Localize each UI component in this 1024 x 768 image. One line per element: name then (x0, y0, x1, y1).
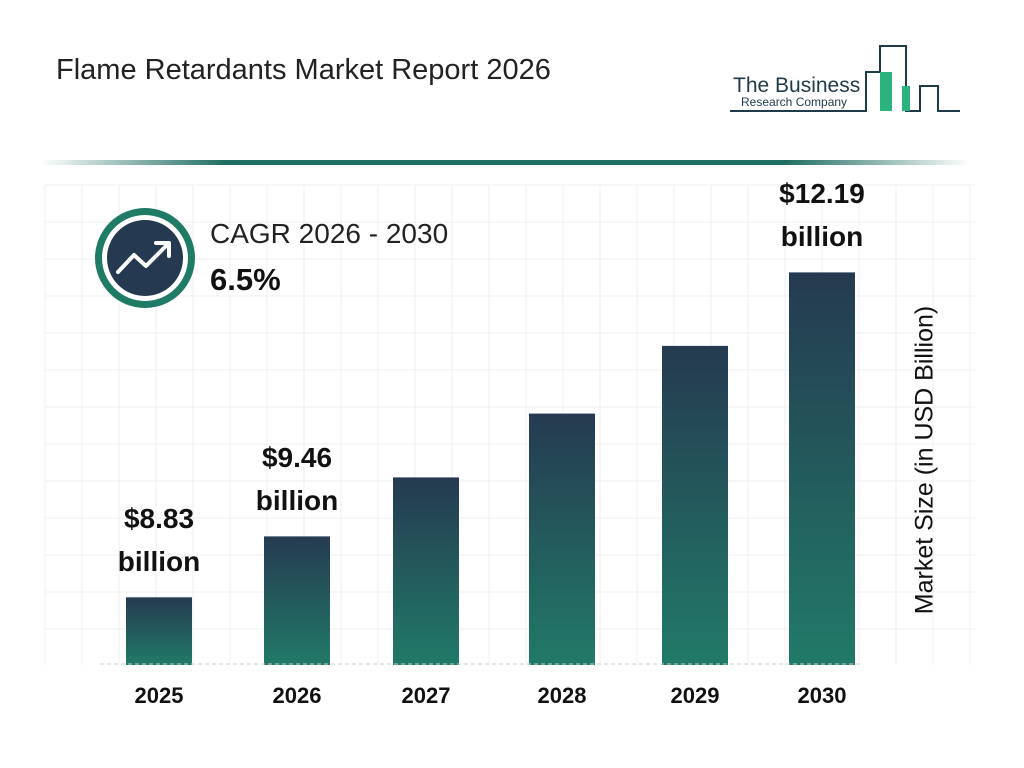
cagr-badge (95, 208, 195, 308)
cagr-label: CAGR 2026 - 2030 (210, 218, 449, 249)
cagr-value: 6.5% (210, 262, 281, 297)
bar-2027 (393, 477, 459, 665)
bar-2025 (126, 597, 192, 665)
x-tick-label: 2026 (272, 683, 322, 708)
data-label-amount: $9.46 (261, 442, 333, 474)
data-label-amount: $8.83 (123, 503, 195, 535)
page-title: Flame Retardants Market Report 2026 (56, 54, 551, 86)
data-label-unit: billion (255, 485, 339, 517)
x-tick-label: 2029 (670, 683, 720, 708)
x-tick-label: 2030 (797, 683, 847, 708)
data-label-unit: billion (780, 221, 864, 253)
data-label-amount: $12.19 (779, 178, 865, 210)
data-label: $12.19 billion (779, 172, 865, 258)
data-label: $9.46 billion (256, 436, 338, 522)
logo-text-line1: The Business (733, 74, 861, 97)
data-label: $8.83 billion (118, 497, 200, 583)
bar-2028 (529, 413, 595, 665)
trend-up-arrow-icon (116, 241, 171, 274)
data-label-unit: billion (117, 546, 201, 578)
x-tick-label: 2028 (537, 683, 587, 708)
bar-2026 (264, 536, 330, 665)
bar-2030 (789, 272, 855, 665)
bar-2029 (662, 345, 728, 665)
x-tick-label: 2027 (401, 683, 451, 708)
logo-text-line2: Research Company (741, 95, 848, 109)
y-axis-label: Market Size (in USD Billion) (910, 305, 939, 615)
divider (40, 160, 970, 165)
x-tick-label: 2025 (134, 683, 184, 708)
